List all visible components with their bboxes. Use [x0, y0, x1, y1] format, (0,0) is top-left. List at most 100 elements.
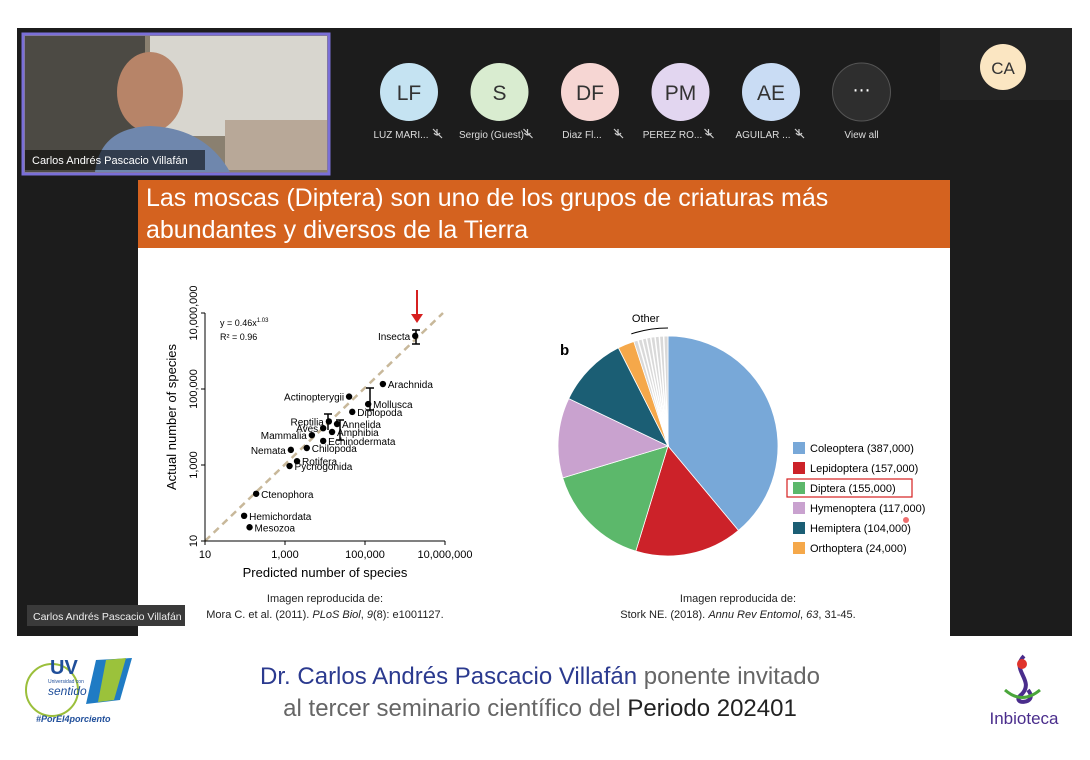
- video-tile[interactable]: Carlos Andrés Pascacio Villafán: [21, 32, 331, 176]
- source-intro: Imagen reproducida de:: [267, 593, 383, 605]
- avatar-initials: S: [492, 82, 506, 105]
- pie-chart: Other b Coleoptera (387,000) Lepidoptera (1…: [557, 313, 925, 621]
- view-all[interactable]: ⋯ View all: [832, 62, 891, 141]
- pie-slice: [568, 347, 669, 447]
- point-label: Amphibia: [337, 428, 379, 439]
- y-tick-label: 100,000: [188, 369, 200, 409]
- legend-label: Hemiptera (104,000): [810, 523, 911, 535]
- source-part: 9: [367, 609, 373, 621]
- avatar: [380, 63, 438, 121]
- panel-letter: b: [560, 342, 569, 359]
- source-part: Stork NE. (2018).: [620, 609, 708, 621]
- point-label: Actinopterygii: [284, 393, 344, 404]
- point-label: Diplopoda: [357, 408, 402, 419]
- pie-slice: [557, 398, 670, 479]
- participant-name: LUZ MARI...: [373, 130, 428, 141]
- point: [287, 446, 295, 454]
- uv-hashtag: #PorEl4porciento: [36, 714, 111, 724]
- participant-name: Sergio (Guest): [459, 130, 524, 141]
- avatar: [561, 63, 619, 121]
- point-label: Pycnogonida: [295, 462, 353, 473]
- inbioteca-logo: Inbioteca: [990, 654, 1059, 728]
- participant[interactable]: LF LUZ MARI...: [373, 63, 443, 141]
- mute-icon: [523, 128, 533, 139]
- point: [246, 524, 253, 531]
- source-part: , 31-45.: [818, 609, 855, 621]
- point-label: Ctenophora: [261, 490, 314, 501]
- point: [319, 437, 327, 445]
- uv-small: Universidad con: [48, 679, 84, 685]
- y-tick-label: 10,000,000: [188, 285, 200, 340]
- source-part: Mora C. et al. (2011).: [206, 609, 312, 621]
- point: [240, 512, 248, 520]
- point-label: Mammalia: [261, 431, 308, 442]
- desk: [225, 120, 327, 170]
- slide-title: Las moscas (Diptera) son uno de los grup…: [146, 184, 828, 212]
- y-tick-label: 10: [188, 535, 200, 547]
- point-label: Nemata: [251, 446, 286, 457]
- legend-swatch: [793, 522, 805, 534]
- participants: LF LUZ MARI... S Sergio (Guest) DF Diaz Fl...…: [373, 44, 1026, 141]
- pointer-dot: [903, 517, 909, 523]
- source-part: 63: [806, 609, 819, 621]
- inbioteca-leaf: [1004, 688, 1041, 699]
- point-label: Reptilia: [291, 417, 325, 428]
- avatar-initials: PM: [665, 82, 697, 105]
- legend-swatch: [793, 542, 805, 554]
- point: [252, 490, 260, 497]
- presenter-tag: Carlos Andrés Pascacio Villafán: [33, 611, 182, 623]
- slide-title-bar: [138, 180, 950, 248]
- point-label: Hemichordata: [249, 512, 312, 523]
- point-label: Mollusca: [373, 400, 413, 411]
- participant[interactable]: PM PEREZ RO...: [643, 63, 714, 141]
- source: Stork NE. (2018). Annu Rev Entomol, 63, …: [620, 609, 855, 621]
- legend-highlight: [786, 478, 913, 498]
- equation: y = 0.46x1.03: [220, 318, 269, 328]
- legend-swatch: [793, 462, 805, 474]
- point-label: Arachnida: [388, 380, 433, 391]
- point: [308, 431, 316, 439]
- uv-logo: UV Universidad con sentido social #PorEl…: [25, 657, 132, 724]
- uv-mark: UV: [50, 657, 78, 679]
- footer-name: Dr. Carlos Andrés Pascacio Villafán: [260, 663, 637, 690]
- participant[interactable]: AE AGUILAR ...: [735, 63, 805, 141]
- point: [364, 400, 372, 408]
- x-tick-label: 10: [199, 549, 211, 561]
- view-all-button: [832, 62, 891, 122]
- pie-slice: [635, 445, 740, 557]
- point: [412, 332, 419, 340]
- point: [286, 462, 293, 470]
- mute-icon: [794, 128, 805, 139]
- avatar-initials: DF: [576, 82, 604, 105]
- participant-name: Diaz Fl...: [562, 130, 601, 141]
- legend-swatch: [793, 442, 805, 454]
- point-label: Echinodermata: [328, 437, 396, 448]
- equation-base: y = 0.46x: [220, 318, 257, 328]
- presenter-tag-bg: [27, 605, 185, 626]
- participant-name: PEREZ RO...: [643, 130, 702, 141]
- point-label: Insecta: [378, 332, 411, 343]
- y-tick-label: 1,000: [188, 451, 200, 479]
- avatar: [651, 63, 710, 121]
- point: [293, 457, 301, 465]
- point-label: Aves: [296, 424, 318, 435]
- source-intro: Imagen reproducida de:: [680, 593, 796, 605]
- speaker-name: Carlos Andrés Pascacio Villafán: [32, 155, 188, 167]
- participant[interactable]: S Sergio (Guest): [459, 63, 533, 141]
- point-label: Rotifera: [302, 457, 337, 468]
- point-label: Annelida: [342, 420, 381, 431]
- uv-ring: [25, 663, 79, 717]
- point-label: Mesozoa: [255, 523, 296, 534]
- source-part: ,: [800, 609, 806, 621]
- footer-role: ponente invitado: [637, 663, 820, 690]
- legend-label: Lepidoptera (157,000): [810, 463, 918, 475]
- inbioteca-dot: [1017, 659, 1027, 669]
- source-part: ,: [361, 609, 367, 621]
- x-tick-label: 10,000,000: [417, 549, 472, 561]
- legend-swatch: [793, 482, 805, 494]
- participant[interactable]: DF Diaz Fl...: [561, 63, 624, 141]
- mute-icon: [613, 128, 624, 139]
- scatter-chart: 10 1,000 100,000 10,000,000 10 1,000 100,000 10…: [164, 285, 473, 621]
- arrow-head: [411, 314, 423, 323]
